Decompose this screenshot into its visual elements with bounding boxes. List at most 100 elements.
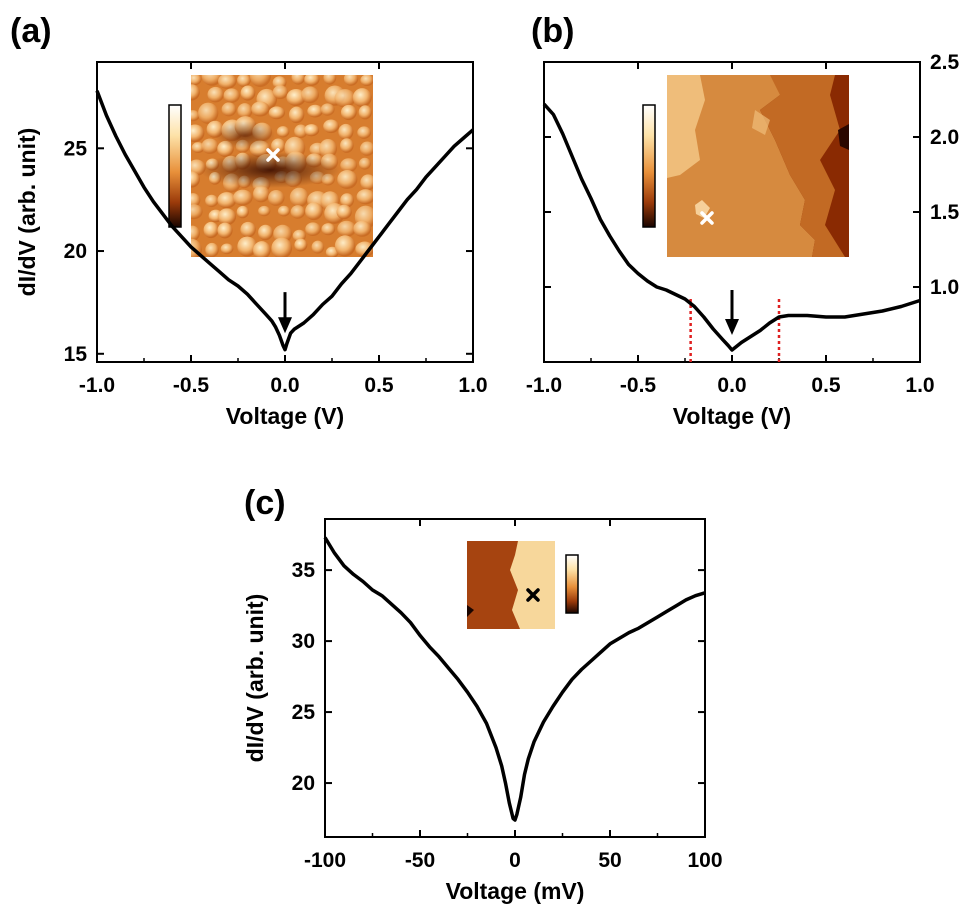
grain [294, 238, 308, 252]
grain [198, 102, 219, 124]
grain [258, 205, 271, 217]
chart-panel-1: -1.0 -0.5 0.0 0.5 1.0 1.0 1.5 2.0 2.5 Voltage (V) [526, 51, 960, 429]
panel-label-a: (a) [10, 12, 52, 50]
grain [217, 192, 237, 209]
grain [288, 106, 305, 124]
x-tick-label: 100 [687, 849, 722, 872]
grain [323, 119, 340, 134]
grain [338, 123, 354, 140]
grain [217, 75, 237, 89]
x-tick-label: 0.5 [364, 374, 394, 397]
grain [233, 189, 253, 206]
grain [359, 141, 373, 156]
y-tick-label: 30 [292, 630, 315, 653]
grain [237, 103, 253, 119]
x-axis-title: Voltage (V) [673, 403, 791, 429]
grain [276, 126, 290, 138]
grain [290, 205, 306, 219]
colorbar-c [565, 554, 579, 614]
x-tick-label: 1.0 [905, 374, 934, 397]
grain [307, 104, 323, 118]
grain [360, 174, 373, 191]
x-axis-title: Voltage (mV) [446, 878, 585, 904]
grain [191, 142, 205, 154]
panel-label-c: (c) [244, 484, 286, 522]
grain [334, 89, 356, 108]
grain [340, 104, 357, 121]
grain [340, 138, 354, 153]
chart-panel-2: -100 -50 0 50 100 20 25 30 35 Voltage (mV) dI/dV (… [242, 518, 723, 904]
grain [272, 85, 289, 100]
inset-a-topography [191, 75, 373, 257]
grain [305, 202, 323, 221]
y-tick-label: 20 [292, 772, 315, 795]
grain [191, 171, 200, 188]
grain [253, 185, 270, 203]
grain [201, 138, 219, 154]
grain [304, 75, 320, 86]
grain [240, 85, 256, 101]
grain [304, 124, 320, 137]
series-line [542, 102, 921, 352]
grain [336, 204, 352, 220]
grain [356, 189, 373, 205]
grain [223, 88, 240, 103]
y-tick-label: 20 [64, 240, 87, 263]
panel-label-b: (b) [531, 12, 574, 50]
grain [220, 243, 234, 255]
grain [201, 75, 223, 86]
grain [221, 102, 237, 117]
x-tick-label: 1.0 [458, 374, 487, 397]
x-axis-title: Voltage (V) [226, 403, 344, 429]
grain [294, 124, 308, 139]
grain [237, 236, 258, 257]
series-line [95, 90, 475, 352]
grain [286, 88, 306, 107]
chart-panel-0: -1.0 -0.5 0.0 0.5 1.0 15 20 25 Voltage (V) dI/dV … [14, 61, 488, 429]
grain [191, 75, 202, 86]
annotation-arrow-head [725, 319, 739, 335]
grain [337, 220, 357, 237]
grain [291, 75, 306, 85]
grain [191, 110, 200, 122]
grain [207, 86, 224, 103]
grain [340, 193, 354, 208]
x-tick-label: 0.0 [717, 374, 746, 397]
y-tick-label: 1.0 [930, 276, 959, 299]
grain [268, 190, 285, 206]
grain [205, 194, 219, 208]
grain [340, 158, 358, 173]
grain [252, 241, 271, 257]
grain [203, 221, 219, 239]
y-tick-label: 2.5 [930, 51, 960, 74]
grain [305, 222, 321, 237]
grain [258, 224, 273, 241]
colorbar-b [642, 104, 656, 228]
annotation-arrow-head [278, 317, 292, 334]
x-tick-label: -0.5 [620, 374, 657, 397]
grain [205, 242, 219, 257]
inset-c-marker-cross [526, 588, 540, 602]
grain [191, 84, 200, 101]
grain [191, 225, 200, 242]
grain [319, 139, 338, 159]
grain [236, 205, 249, 219]
grain [191, 204, 203, 220]
grain [217, 222, 233, 239]
x-tick-label: 0 [509, 849, 521, 872]
grain [237, 75, 251, 87]
grain [323, 75, 337, 85]
grain [320, 103, 335, 116]
y-tick-label: 35 [292, 559, 316, 582]
y-axis-title: dI/dV (arb. unit) [242, 594, 268, 763]
grain [191, 193, 201, 208]
grain [217, 208, 237, 226]
y-tick-label: 15 [64, 343, 88, 366]
y-axis-title: dI/dV (arb. unit) [14, 128, 40, 297]
grain [352, 88, 372, 108]
y-tick-label: 25 [64, 137, 88, 160]
grain [360, 75, 373, 87]
grain [311, 240, 325, 254]
grain [240, 221, 256, 238]
